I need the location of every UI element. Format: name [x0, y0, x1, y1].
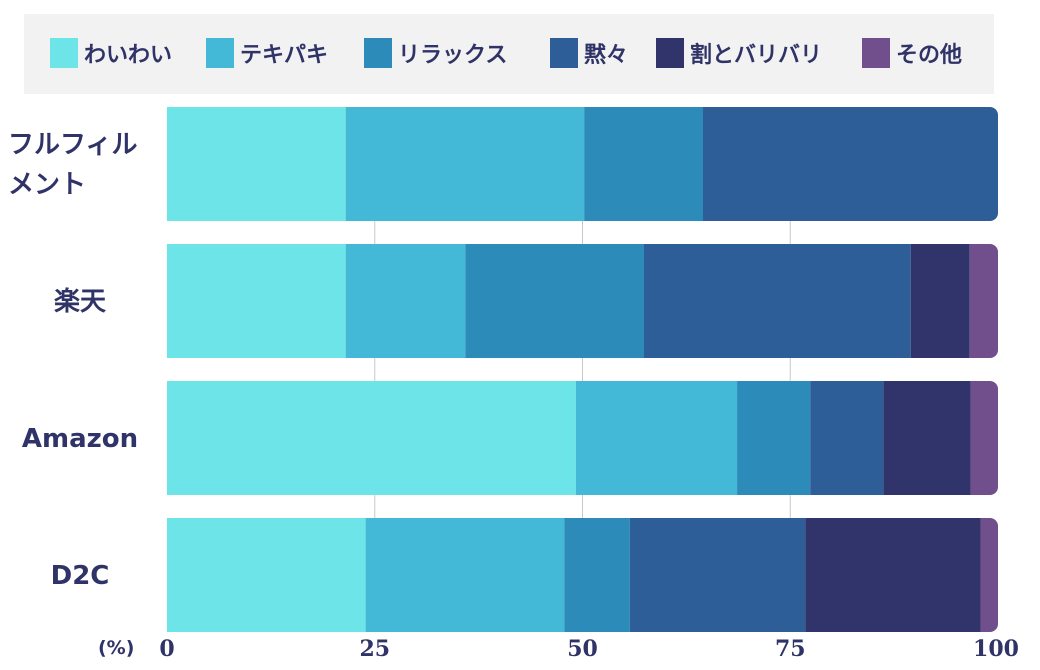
bar-segment [564, 518, 630, 632]
legend-swatch [50, 38, 78, 68]
legend-background [24, 14, 994, 94]
category-label: Amazon [22, 424, 138, 454]
category-label: フルフィル [8, 130, 137, 160]
legend-swatch [656, 38, 684, 68]
legend-swatch [550, 38, 578, 68]
legend-swatch [364, 38, 392, 68]
bar-segment [702, 107, 998, 221]
x-tick-label: 25 [359, 636, 390, 662]
legend-label: その他 [896, 43, 962, 68]
bar-segment [575, 381, 738, 495]
bar-segment [167, 381, 576, 495]
legend-swatch [206, 38, 234, 68]
bars [167, 107, 998, 632]
bar-segment [737, 381, 811, 495]
bar-row [167, 244, 998, 358]
bar-segment [883, 381, 971, 495]
bar-segment [345, 244, 466, 358]
bar-segment [167, 107, 346, 221]
bar-row [167, 107, 998, 221]
legend-label: リラックス [398, 43, 507, 68]
legend-label: テキパキ [240, 43, 328, 68]
x-tick-label: 100 [973, 636, 1019, 662]
bar-segment [584, 107, 703, 221]
unit-label: (%) [98, 637, 134, 659]
bar-segment [365, 518, 565, 632]
bar-segment [167, 244, 346, 358]
category-label: D2C [51, 561, 110, 591]
category-label: メント [8, 170, 86, 200]
bar-segment [980, 518, 998, 632]
x-tick-label: 0 [159, 636, 174, 662]
bar-segment [629, 518, 806, 632]
bar-segment [970, 381, 998, 495]
category-label: 楽天 [54, 287, 106, 317]
legend-label: 黙々 [584, 43, 628, 68]
bar-segment [643, 244, 911, 358]
x-axis-ticks: 0 25 50 75 100 [159, 636, 1019, 662]
legend-label: わいわい [84, 43, 172, 68]
bar-row [167, 381, 998, 495]
bar-segment [969, 244, 998, 358]
bar-segment [167, 518, 366, 632]
legend-swatch [862, 38, 890, 68]
legend: わいわい テキパキ リラックス 黙々 割とバリバリ その他 [50, 38, 962, 68]
x-tick-label: 50 [567, 636, 598, 662]
legend-label: 割とバリバリ [690, 42, 822, 68]
bar-row [167, 518, 998, 632]
bar-segment [465, 244, 644, 358]
x-tick-label: 75 [775, 636, 806, 662]
bar-segment [805, 518, 981, 632]
bar-segment [345, 107, 585, 221]
bar-segment [910, 244, 970, 358]
bar-segment [810, 381, 884, 495]
